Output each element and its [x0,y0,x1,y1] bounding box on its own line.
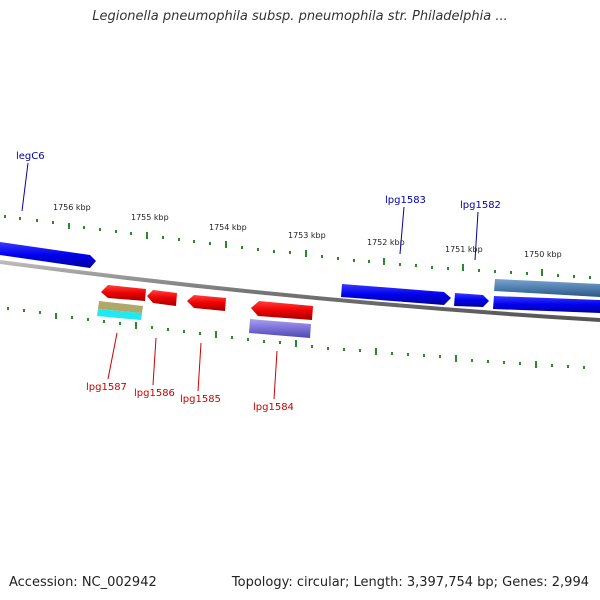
gene-arrow-steel[interactable] [494,279,600,297]
gene-block-cyan[interactable] [97,309,142,320]
gene-arrow-lpg1587[interactable] [101,285,146,301]
lower-tick-row [7,307,585,369]
gene-label-lpg1582[interactable]: lpg1582 [460,200,501,211]
genome-summary-text: Topology: circular; Length: 3,397,754 bp… [231,575,589,590]
accession-text: Accession: NC_002942 [9,575,157,590]
tick-label-1753: 1753 kbp [288,231,326,240]
gene-arrow-lpg1582[interactable] [454,293,489,307]
upper-tick-row [4,215,591,279]
gene-arrow-lpg1585[interactable] [187,295,226,311]
tick-label-1756: 1756 kbp [53,203,91,212]
tick-label-1754: 1754 kbp [209,223,247,232]
gene-label-lpg1584[interactable]: lpg1584 [253,402,294,413]
reverse-strand-genes [97,285,313,338]
leader-lines [21,162,479,400]
gene-label-lpg1587[interactable]: lpg1587 [86,382,127,393]
gene-block-violet[interactable] [249,319,311,338]
gene-arrow-legC6[interactable] [0,242,96,268]
gene-arrow-offscreen[interactable] [493,296,600,313]
gene-labels: legC6 lpg1583 lpg1582 lpg1587 lpg1586 lp… [16,151,501,413]
gene-label-lpg1585[interactable]: lpg1585 [180,394,221,405]
scale-labels: 1756 kbp 1755 kbp 1754 kbp 1753 kbp 1752… [53,203,562,259]
gene-arrow-lpg1584[interactable] [251,301,313,320]
gene-block-olive[interactable] [98,301,143,313]
gene-label-lpg1586[interactable]: lpg1586 [134,388,175,399]
tick-label-1755: 1755 kbp [131,213,169,222]
map-title: Legionella pneumophila subsp. pneumophil… [92,9,508,24]
tick-label-1750: 1750 kbp [524,250,562,259]
gene-arrow-lpg1583[interactable] [341,284,451,305]
tick-label-1751: 1751 kbp [445,245,483,254]
gene-arrow-lpg1586[interactable] [147,290,177,306]
forward-strand-genes [0,242,600,313]
gene-label-legC6[interactable]: legC6 [16,151,45,162]
tick-label-1752: 1752 kbp [367,238,405,247]
genome-backbone [0,260,600,322]
gene-label-lpg1583[interactable]: lpg1583 [385,195,426,206]
